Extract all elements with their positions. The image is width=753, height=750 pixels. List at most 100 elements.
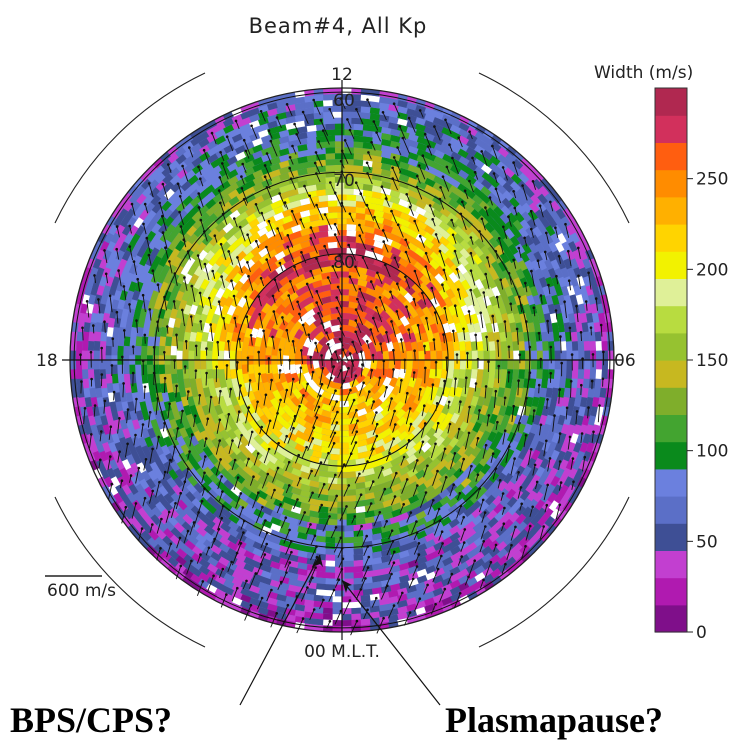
width-cell bbox=[414, 469, 427, 480]
width-cell bbox=[459, 239, 471, 251]
width-cell bbox=[356, 414, 368, 423]
vector-origin bbox=[229, 387, 232, 391]
width-cell bbox=[278, 513, 290, 523]
width-cell bbox=[466, 387, 475, 398]
width-cell bbox=[473, 322, 482, 334]
vector-origin bbox=[310, 469, 313, 473]
width-cell bbox=[530, 369, 537, 380]
vector-origin bbox=[424, 251, 428, 255]
width-cell bbox=[207, 453, 219, 465]
width-cell bbox=[210, 465, 221, 477]
width-cell bbox=[258, 254, 270, 265]
width-cell bbox=[147, 373, 155, 384]
width-cell bbox=[418, 350, 425, 361]
width-cell bbox=[343, 525, 354, 532]
width-cell bbox=[186, 295, 196, 307]
width-cell bbox=[238, 435, 250, 447]
width-cell bbox=[327, 212, 338, 219]
width-cell bbox=[360, 106, 371, 114]
width-cell bbox=[261, 282, 273, 294]
vector-origin bbox=[238, 337, 241, 341]
width-cell bbox=[398, 459, 410, 470]
vector-origin bbox=[392, 437, 396, 441]
width-cell bbox=[248, 218, 260, 229]
vector-origin bbox=[260, 425, 264, 429]
width-cell bbox=[312, 359, 320, 370]
width-cell bbox=[172, 299, 181, 311]
vector-origin bbox=[372, 447, 375, 451]
width-cell bbox=[272, 336, 281, 347]
width-cell bbox=[342, 360, 348, 364]
width-cell bbox=[219, 331, 227, 342]
vector-origin bbox=[219, 458, 222, 461]
width-cell bbox=[166, 409, 175, 421]
width-cell bbox=[404, 276, 416, 288]
width-cell bbox=[281, 508, 293, 518]
width-cell bbox=[382, 505, 394, 515]
vector-origin bbox=[203, 262, 207, 266]
width-cell bbox=[377, 384, 388, 396]
width-cell bbox=[123, 364, 130, 375]
width-cell bbox=[440, 200, 452, 211]
width-cell bbox=[565, 341, 573, 352]
width-cell bbox=[411, 426, 423, 438]
width-cell bbox=[353, 165, 364, 172]
width-cell bbox=[471, 262, 482, 274]
width-cell bbox=[376, 360, 384, 370]
width-cell bbox=[406, 461, 418, 472]
width-cell bbox=[434, 403, 445, 416]
width-cell bbox=[288, 410, 300, 422]
width-cell bbox=[300, 345, 309, 356]
width-cell bbox=[469, 413, 479, 425]
width-cell bbox=[324, 359, 332, 369]
width-cell bbox=[364, 474, 375, 482]
width-cell bbox=[518, 341, 526, 352]
width-cell bbox=[373, 246, 385, 256]
width-cell bbox=[346, 235, 357, 243]
vector-origin bbox=[412, 297, 416, 301]
width-cell bbox=[325, 578, 336, 585]
width-cell bbox=[227, 322, 236, 334]
vector-origin bbox=[276, 227, 279, 230]
vector-origin bbox=[466, 351, 469, 355]
width-cell bbox=[437, 250, 449, 262]
width-cell bbox=[235, 250, 247, 262]
width-cell bbox=[456, 445, 468, 457]
vector-origin bbox=[317, 405, 321, 409]
width-cell bbox=[513, 350, 520, 361]
width-cell bbox=[482, 229, 494, 241]
vector-origin bbox=[300, 251, 303, 254]
vector-origin bbox=[413, 269, 417, 273]
width-cell bbox=[444, 459, 456, 471]
width-cell bbox=[175, 418, 185, 430]
width-cell bbox=[239, 403, 250, 415]
vector-origin bbox=[216, 340, 219, 344]
width-cell bbox=[325, 153, 336, 160]
width-cell bbox=[446, 369, 454, 380]
width-cell bbox=[250, 456, 262, 468]
width-cell bbox=[88, 331, 96, 342]
vector-origin bbox=[247, 406, 251, 409]
width-cell bbox=[193, 430, 203, 442]
width-cell bbox=[176, 272, 186, 285]
vector-origin bbox=[267, 447, 271, 451]
width-cell bbox=[259, 345, 267, 356]
width-cell bbox=[404, 368, 413, 380]
width-cell bbox=[313, 367, 323, 378]
width-cell bbox=[223, 313, 233, 325]
width-cell bbox=[440, 516, 452, 527]
vector-origin bbox=[236, 476, 240, 479]
width-cell bbox=[357, 284, 368, 294]
width-cell bbox=[520, 414, 529, 426]
width-cell bbox=[439, 228, 451, 240]
width-cell bbox=[334, 135, 345, 142]
vector-origin bbox=[309, 269, 313, 273]
width-cell bbox=[536, 369, 543, 380]
width-cell bbox=[448, 511, 460, 522]
width-cell bbox=[173, 317, 182, 328]
vector-origin bbox=[487, 360, 490, 364]
width-cell bbox=[448, 304, 458, 317]
width-cell bbox=[390, 463, 402, 474]
width-cell bbox=[273, 218, 285, 228]
width-cell bbox=[427, 442, 439, 454]
